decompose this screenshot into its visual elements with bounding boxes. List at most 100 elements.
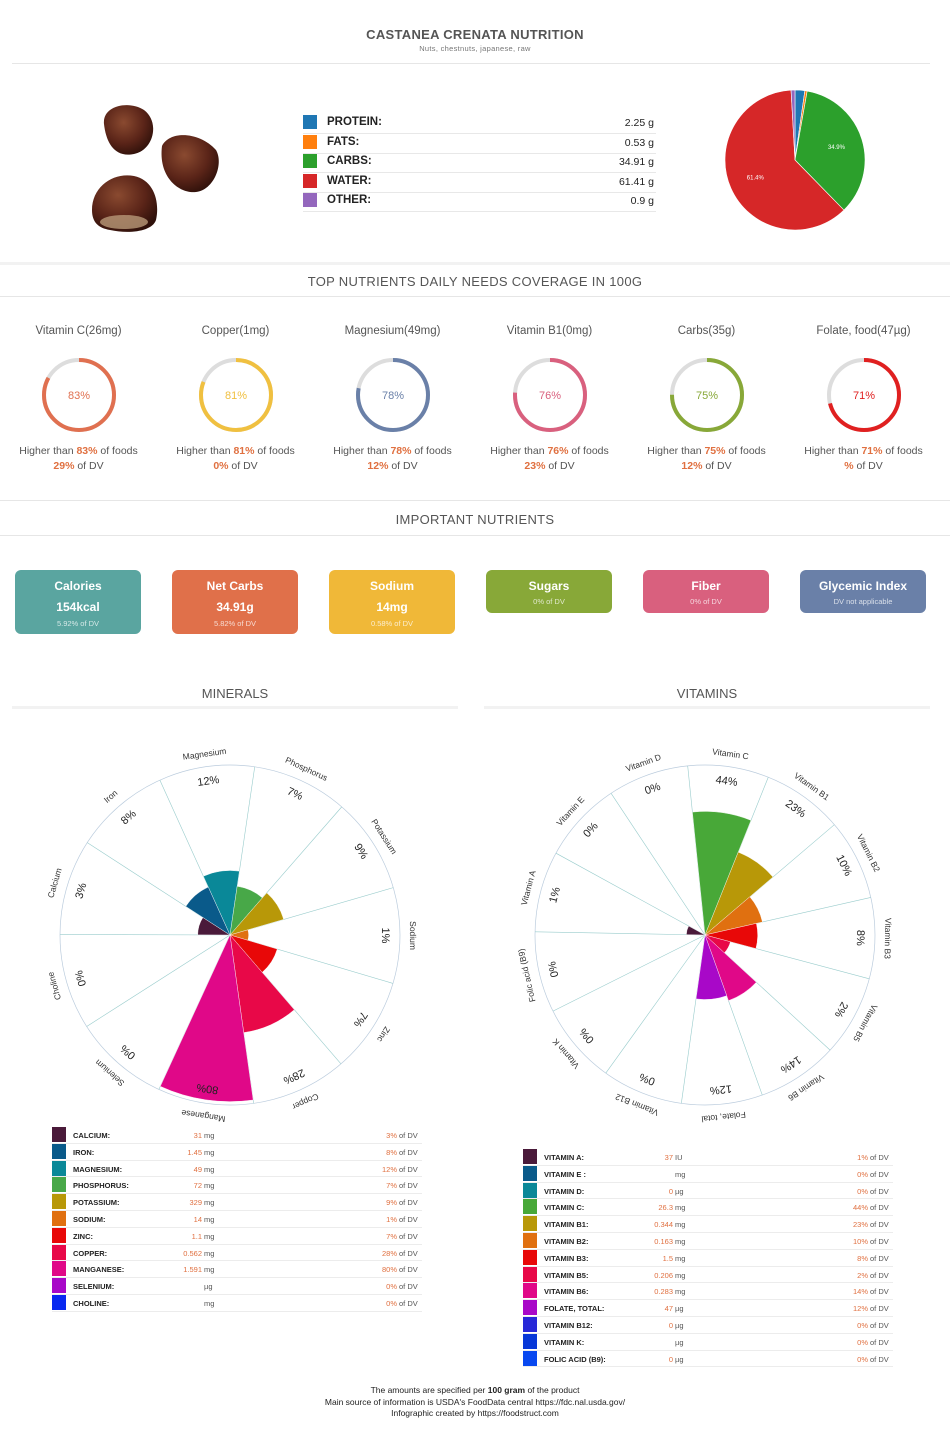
nutrient-dv-percent: 23%: [852, 1220, 868, 1230]
nutrient-swatch: [523, 1300, 537, 1316]
macro-row: FATS: 0.53 g: [303, 134, 656, 154]
text: of foods: [725, 445, 766, 457]
nutrient-name: VITAMIN D:: [544, 1186, 585, 1196]
card-value: 154kcal: [56, 600, 100, 614]
coverage-higher: Higher than 71% of foods: [785, 445, 942, 457]
card-dv: 5.82% of DV: [213, 619, 257, 628]
vitamins-table: VITAMIN A: 37 IU 1% of DV VITAMIN E : mg 0% of D…: [523, 1149, 893, 1368]
divider: [0, 296, 950, 297]
nutrient-name: VITAMIN B12:: [544, 1320, 593, 1330]
nutrient-dv-percent: 2%: [857, 1270, 868, 1280]
nutrient-row: VITAMIN B3: 1.5 mg 8% of DV: [523, 1249, 893, 1267]
nutrient-swatch: [52, 1194, 66, 1210]
nutrient-name: VITAMIN B1:: [544, 1220, 589, 1230]
nutrient-unit: IU: [675, 1153, 683, 1162]
nutrient-dv-label: of DV: [399, 1181, 418, 1191]
nutrient-name: VITAMIN E :: [544, 1169, 586, 1179]
card-label: Sugars: [528, 579, 570, 593]
polar-category-label: Folic acid (B9): [516, 948, 538, 1003]
coverage-dv: 12% of DV: [314, 460, 471, 472]
polar-bar: [686, 925, 706, 936]
page-subtitle: Nuts, chestnuts, japanese, raw: [419, 44, 531, 53]
nutrient-name: VITAMIN K:: [544, 1337, 585, 1347]
text: of foods: [411, 445, 452, 457]
nutrient-row: VITAMIN A: 37 IU 1% of DV: [523, 1149, 893, 1166]
nutrient-name: SELENIUM:: [73, 1282, 115, 1292]
nutrient-unit: mg: [675, 1253, 686, 1263]
coverage-higher: Higher than 78% of foods: [314, 445, 471, 457]
nutrient-unit: mg: [675, 1220, 686, 1230]
footer-text: The amounts are specified per: [370, 1385, 488, 1395]
nutrient-swatch: [52, 1278, 66, 1294]
nutrient-dv-label: of DV: [870, 1337, 889, 1347]
nutrient-unit: µg: [204, 1282, 213, 1292]
polar-category-label: Vitamin C: [712, 746, 750, 761]
nutrient-dv-label: of DV: [870, 1220, 889, 1230]
pie-slice-carbs: [794, 90, 866, 211]
polar-bar: [695, 934, 727, 1000]
nutrient-row: SELENIUM: µg 0% of DV: [52, 1278, 422, 1295]
nutrient-swatch: [523, 1316, 537, 1332]
higher-value: 75%: [704, 445, 726, 457]
pie-label: 34.9%: [828, 145, 846, 151]
card-label: Calories: [54, 579, 102, 593]
nutrient-swatch: [523, 1333, 537, 1349]
nutrient-unit: mg: [675, 1169, 686, 1179]
page-title: CASTANEA CRENATA NUTRITION: [366, 27, 584, 42]
nutrient-unit: mg: [204, 1131, 215, 1140]
nutrient-card: Glycemic Index DV not applicable: [800, 570, 926, 613]
nutrient-unit: mg: [675, 1203, 686, 1213]
nutrient-dv-percent: 0%: [386, 1282, 397, 1292]
polar-value-label: 8%: [854, 930, 866, 946]
nutrient-unit: µg: [675, 1354, 684, 1364]
coverage-dv: 29% of DV: [0, 460, 157, 472]
nutrient-dv-label: of DV: [399, 1298, 418, 1308]
polar-bar: [704, 896, 763, 936]
nutrient-dv-label: of DV: [399, 1231, 418, 1241]
nutrient-unit: µg: [675, 1320, 684, 1330]
polar-category-label: Manganese: [180, 1108, 226, 1124]
nutrient-row: VITAMIN B1: 0.344 mg 23% of DV: [523, 1216, 893, 1233]
coverage-ring: 81%: [198, 358, 273, 432]
nutrient-name: MANGANESE:: [73, 1265, 125, 1275]
higher-value: 83%: [76, 445, 98, 457]
nutrient-swatch: [523, 1216, 537, 1232]
nutrient-dv-percent: 12%: [852, 1304, 868, 1314]
nutrient-dv-label: of DV: [870, 1320, 889, 1330]
nutrient-value: 329: [189, 1198, 202, 1208]
coverage-title: Magnesium(49mg): [344, 325, 441, 337]
nutrient-swatch: [523, 1249, 537, 1265]
card-dv: 0% of DV: [533, 597, 565, 606]
coverage-item: Copper(1mg) 81% Higher than 81% of foods 0%…: [157, 325, 314, 472]
card-dv: DV not applicable: [833, 597, 893, 606]
nutrient-value: 0.562: [183, 1248, 202, 1258]
nutrient-value: 0.206: [654, 1270, 673, 1280]
text: of foods: [254, 445, 295, 457]
polar-category-label: Zinc: [375, 1025, 393, 1045]
nutrient-row: CALCIUM: 31 mg 3% of DV: [52, 1127, 422, 1144]
nutrient-swatch: [52, 1261, 66, 1277]
nutrient-name: VITAMIN B5:: [544, 1270, 589, 1280]
nutrient-row: POTASSIUM: 329 mg 9% of DV: [52, 1194, 422, 1211]
nutrient-value: 0.283: [654, 1287, 673, 1297]
text: of foods: [882, 445, 923, 457]
polar-value-label: 12%: [709, 1082, 732, 1096]
polar-spoke: [555, 852, 706, 936]
nutrient-unit: mg: [675, 1236, 686, 1246]
nutrient-dv-percent: 1%: [386, 1214, 397, 1224]
nutrient-dv-label: of DV: [399, 1147, 418, 1157]
nutrient-name: VITAMIN B3:: [544, 1253, 589, 1263]
nutrient-row: VITAMIN B2: 0.163 mg 10% of DV: [523, 1232, 893, 1250]
nutrient-name: FOLATE, TOTAL:: [544, 1304, 605, 1314]
macro-value: 0.9 g: [630, 195, 654, 207]
nutrient-row: VITAMIN K: µg 0% of DV: [523, 1333, 893, 1351]
macro-label: OTHER:: [327, 194, 372, 206]
nutrient-row: IRON: 1.45 mg 8% of DV: [52, 1143, 422, 1161]
macro-label: FATS:: [327, 135, 360, 148]
nutrient-card: Fiber 0% of DV: [643, 570, 769, 613]
nutrient-dv-label: of DV: [870, 1304, 889, 1314]
pie-slice-other: [790, 89, 796, 161]
polar-category-label: Copper: [291, 1091, 321, 1112]
coverage-dv: 0% of DV: [157, 460, 314, 472]
nutrient-swatch: [523, 1165, 537, 1181]
